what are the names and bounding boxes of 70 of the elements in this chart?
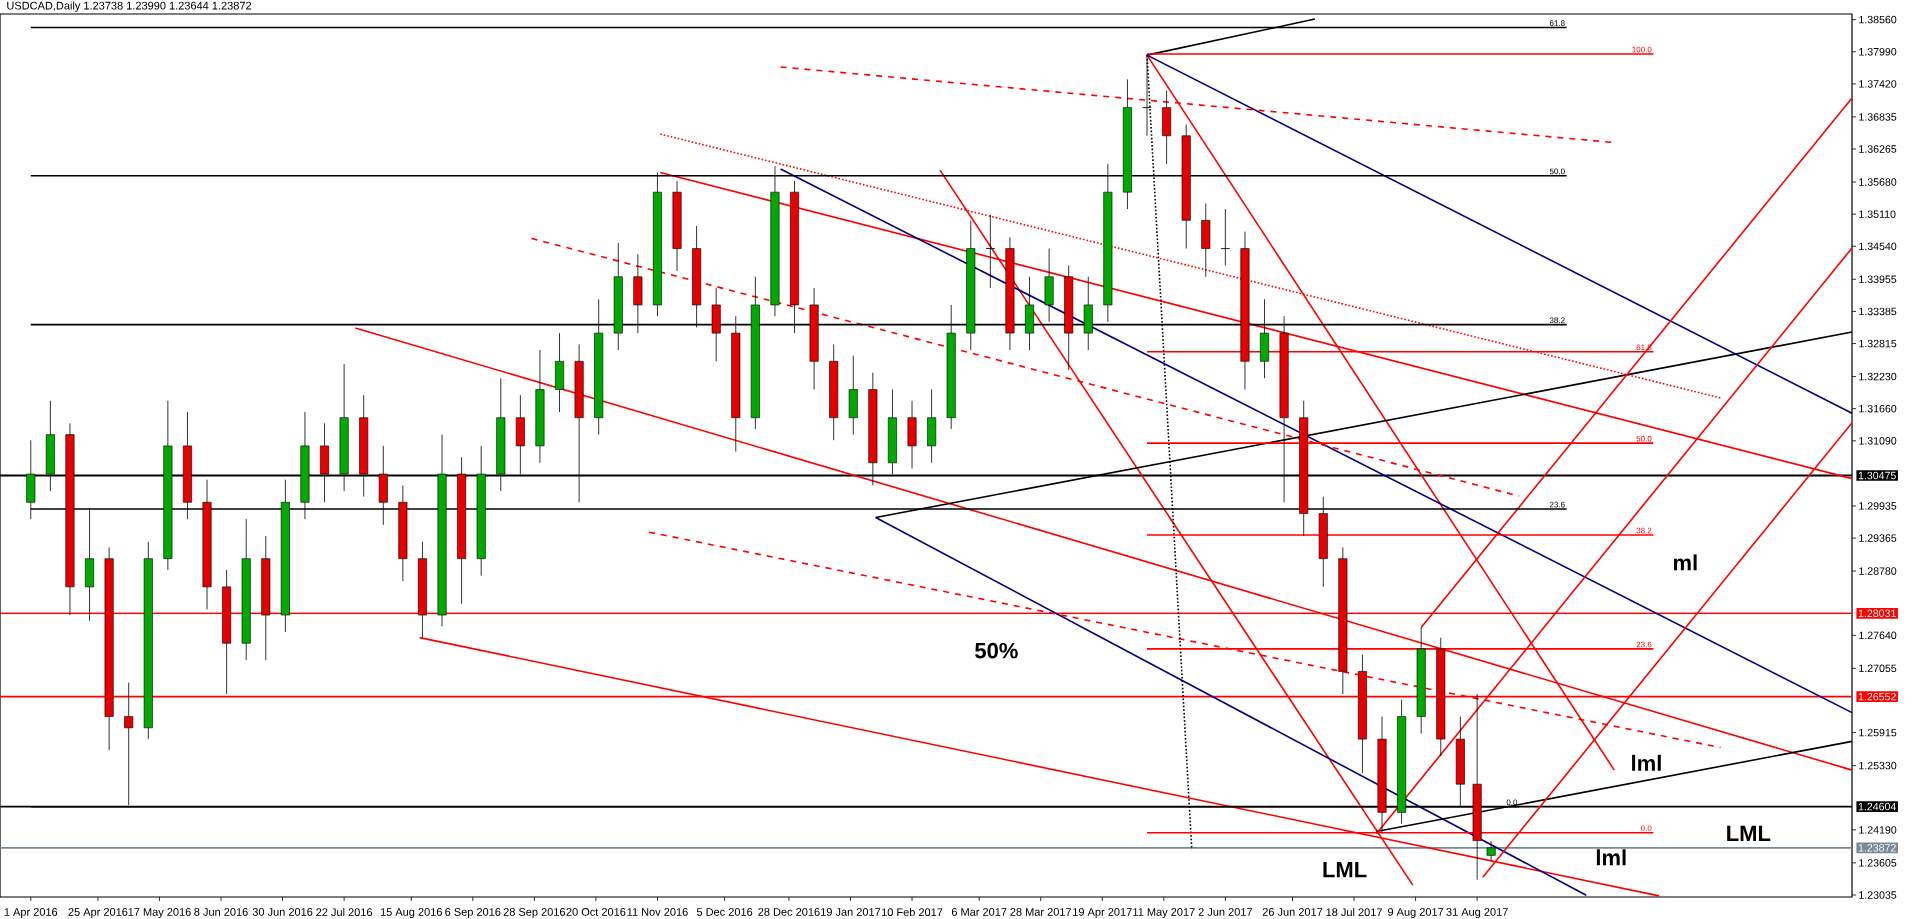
y-tick-label: 1.37990	[1859, 48, 1897, 56]
series-label: 50.0	[1549, 168, 1565, 175]
ref-line-label: 1.30475	[1858, 471, 1896, 480]
y-tick-label: 1.23605	[1859, 859, 1897, 867]
y-tick-label: 1.36835	[1859, 113, 1897, 121]
y-tick-label: 1.24190	[1859, 826, 1897, 834]
x-tick-label: 1 Apr 2016	[4, 908, 58, 919]
y-tick-label: 1.36265	[1859, 145, 1897, 153]
x-tick-label: 6 Sep 2016	[445, 908, 501, 919]
y-tick-label: 1.35680	[1859, 178, 1897, 186]
x-tick-label: 26 Jun 2017	[1262, 908, 1323, 916]
series-label: 38.2	[1549, 317, 1565, 324]
x-tick-label: 18 Jul 2017	[1326, 908, 1382, 917]
x-tick-label: 25 Apr 2016	[68, 908, 128, 919]
annotation: LML	[1323, 862, 1367, 878]
x-tick-label: 22 Jul 2016	[316, 908, 373, 917]
y-tick-label: 1.35110	[1859, 210, 1896, 218]
x-tick-label: 19 Jan 2017	[821, 908, 881, 916]
chart-title: USDCAD,Daily 1.23738 1.23990 1.23644 1.23872	[7, 1, 252, 12]
y-tick-label: 1.31090	[1859, 437, 1897, 445]
y-tick-label: 1.34540	[1859, 242, 1897, 251]
y-tick-label: 1.33955	[1859, 275, 1897, 284]
x-tick-label: 19 Apr 2017	[1073, 908, 1132, 919]
x-tick-label: 2 Jun 2017	[1198, 908, 1253, 916]
series-label: 38.2	[1636, 527, 1652, 534]
ref-line-label: 1.23872	[1858, 844, 1896, 852]
y-tick-label: 1.25915	[1859, 728, 1897, 737]
ref-line-label: 1.28031	[1858, 609, 1896, 618]
x-tick-label: 6 Mar 2017	[951, 908, 1007, 916]
annotation: LML	[1727, 825, 1771, 841]
ref-line-label: 1.26552	[1858, 692, 1896, 701]
series-label: 61.8	[1549, 20, 1565, 26]
y-tick-label: 1.31660	[1859, 404, 1897, 413]
x-tick-label: 11 May 2017	[1133, 908, 1195, 919]
ref-line-label: 1.24604	[1858, 802, 1897, 811]
x-tick-label: 28 Mar 2017	[1010, 908, 1072, 916]
x-tick-label: 15 Aug 2016	[380, 908, 442, 919]
x-tick-label: 31 Aug 2017	[1446, 908, 1508, 919]
y-tick-label: 1.38560	[1859, 15, 1897, 24]
x-tick-label: 28 Sep 2016	[503, 908, 566, 919]
annotation: 50%	[975, 642, 1018, 659]
x-tick-label: 5 Dec 2016	[696, 908, 753, 916]
y-tick-label: 1.29935	[1859, 502, 1897, 510]
series-label: 23.6	[1636, 641, 1652, 648]
y-tick-label: 1.28780	[1859, 567, 1897, 575]
annotation: lml	[1632, 754, 1661, 771]
series-label: 0.0	[1506, 799, 1518, 806]
series-label: 100.0	[1632, 46, 1652, 53]
x-tick-label: 11 Nov 2016	[627, 908, 688, 916]
y-tick-label: 1.32815	[1859, 339, 1897, 348]
x-tick-label: 9 Aug 2017	[1387, 908, 1444, 919]
series-label: 50.0	[1636, 435, 1652, 442]
y-tick-label: 1.37420	[1859, 80, 1897, 88]
y-tick-label: 1.33385	[1859, 307, 1897, 316]
x-tick-label: 30 Jun 2016	[252, 908, 313, 916]
annotation: lml	[1596, 849, 1626, 866]
annotation: ml	[1673, 554, 1697, 571]
y-tick-label: 1.27640	[1859, 631, 1897, 640]
y-tick-label: 1.25330	[1859, 761, 1897, 770]
y-tick-label: 1.29365	[1859, 534, 1897, 542]
x-tick-label: 8 Jun 2016	[194, 908, 248, 916]
series-label: 23.6	[1549, 501, 1565, 508]
x-tick-label: 10 Feb 2017	[881, 908, 943, 917]
series-label: 0.0	[1640, 825, 1652, 832]
y-tick-label: 1.27055	[1859, 664, 1897, 673]
x-tick-label: 28 Dec 2016	[758, 908, 820, 916]
x-tick-label: 20 Oct 2016	[566, 908, 626, 916]
y-tick-label: 1.23035	[1859, 891, 1897, 899]
x-tick-label: 17 May 2016	[128, 908, 191, 919]
y-tick-label: 1.32230	[1859, 372, 1897, 381]
